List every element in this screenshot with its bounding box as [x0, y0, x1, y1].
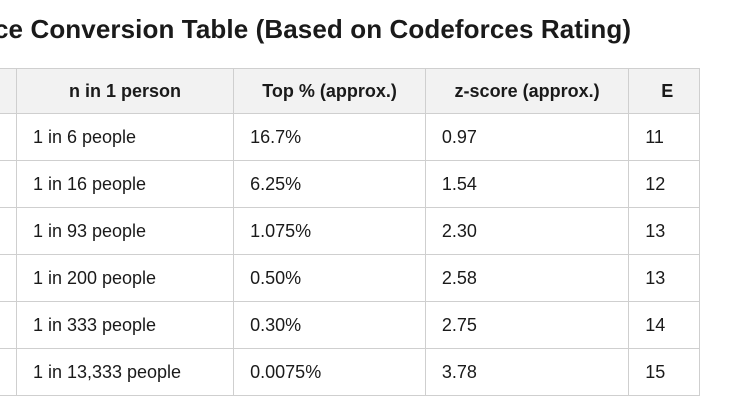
header-cell-n-in-1-person: n in 1 person — [15, 68, 235, 114]
table-row: 1 in 13,333 people 0.0075% 3.78 15 — [0, 348, 700, 396]
table-cell: 13 — [628, 207, 700, 255]
table-cell: 0.30% — [233, 301, 426, 349]
table-cell: 1.54 — [424, 160, 630, 208]
table-cell: 1 in 333 people — [15, 301, 235, 349]
table-cell: 1 in 93 people — [15, 207, 235, 255]
table-row: 1 in 6 people 16.7% 0.97 11 — [0, 113, 700, 161]
table-cell — [0, 348, 17, 396]
table-cell: 12 — [628, 160, 700, 208]
table-cell: 16.7% — [233, 113, 426, 161]
table-cell: 1.075% — [233, 207, 426, 255]
table-cell — [0, 301, 17, 349]
table-cell: 2.58 — [424, 254, 630, 302]
table-row: 1 in 93 people 1.075% 2.30 13 — [0, 207, 700, 255]
header-cell-rank — [0, 68, 17, 114]
table-cell: 6.25% — [233, 160, 426, 208]
table-row: 1 in 200 people 0.50% 2.58 13 — [0, 254, 700, 302]
table-cell: 11 — [628, 113, 700, 161]
table-cell — [0, 254, 17, 302]
table-row: 1 in 333 people 0.30% 2.75 14 — [0, 301, 700, 349]
table-cell: 1 in 200 people — [15, 254, 235, 302]
header-cell-z-score: z-score (approx.) — [424, 68, 630, 114]
table-cell: 2.75 — [424, 301, 630, 349]
table-cell — [0, 160, 17, 208]
table-cell: 1 in 13,333 people — [15, 348, 235, 396]
page-title: ce Conversion Table (Based on Codeforces… — [0, 14, 632, 44]
table-cell: 2.30 — [424, 207, 630, 255]
table-cell: 3.78 — [424, 348, 630, 396]
header-cell-top-percent: Top % (approx.) — [233, 68, 426, 114]
header-cell-rating: E — [628, 68, 700, 114]
table-cell — [0, 207, 17, 255]
table-cell: 0.0075% — [233, 348, 426, 396]
table-cell: 1 in 6 people — [15, 113, 235, 161]
table-cell: 13 — [628, 254, 700, 302]
table-row: 1 in 16 people 6.25% 1.54 12 — [0, 160, 700, 208]
table-cell — [0, 113, 17, 161]
table-cell: 1 in 16 people — [15, 160, 235, 208]
table-cell: 0.50% — [233, 254, 426, 302]
table-cell: 0.97 — [424, 113, 630, 161]
table-cell: 15 — [628, 348, 700, 396]
table-cell: 14 — [628, 301, 700, 349]
table-header-row: n in 1 person Top % (approx.) z-score (a… — [0, 68, 700, 114]
conversion-table: n in 1 person Top % (approx.) z-score (a… — [0, 68, 700, 396]
